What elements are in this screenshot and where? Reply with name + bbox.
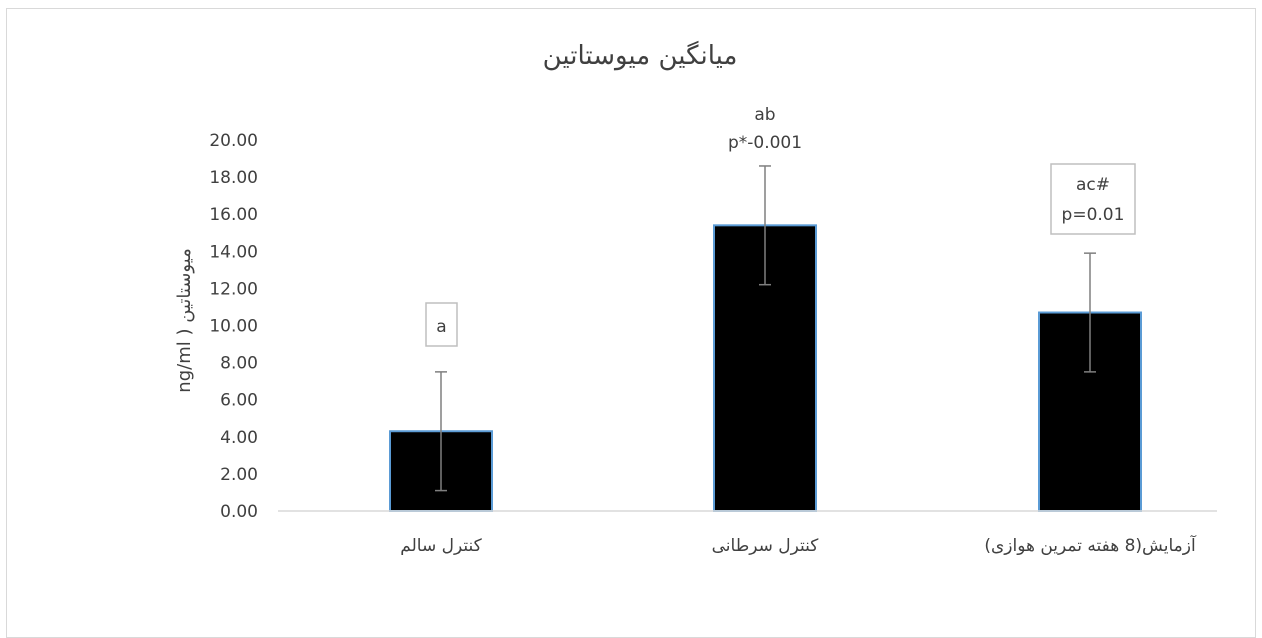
annotation-label: p=0.01 [1062, 205, 1125, 225]
y-tick-label: 0.00 [220, 502, 258, 522]
y-tick-label: 10.00 [209, 317, 258, 337]
x-category-label: آزمایش(8 هفته تمرین هوازی) [984, 534, 1197, 556]
y-tick-label: 20.00 [209, 131, 258, 151]
y-tick-label: 12.00 [209, 279, 258, 299]
annotation-box [1050, 163, 1136, 235]
y-tick-label: 2.00 [220, 465, 258, 485]
y-tick-label: 4.00 [220, 428, 258, 448]
y-tick-label: 6.00 [220, 391, 258, 411]
annotation-label: ac# [1076, 175, 1110, 195]
y-tick-label: 16.00 [209, 205, 258, 225]
y-axis-title: ng/ml ) میوستاتین [174, 248, 195, 392]
chart-title: میانگین میوستاتین [543, 40, 738, 71]
y-tick-label: 8.00 [220, 354, 258, 374]
annotation-box [425, 302, 458, 347]
x-category-label: کنترل سالم [400, 536, 482, 556]
y-tick-label: 14.00 [209, 242, 258, 262]
x-category-label: کنترل سرطانی [712, 536, 820, 556]
y-tick-label: 18.00 [209, 168, 258, 188]
annotation-label: a [436, 317, 446, 337]
annotation-label: ab [754, 105, 775, 125]
annotation-label: p*-0.001 [728, 133, 802, 153]
